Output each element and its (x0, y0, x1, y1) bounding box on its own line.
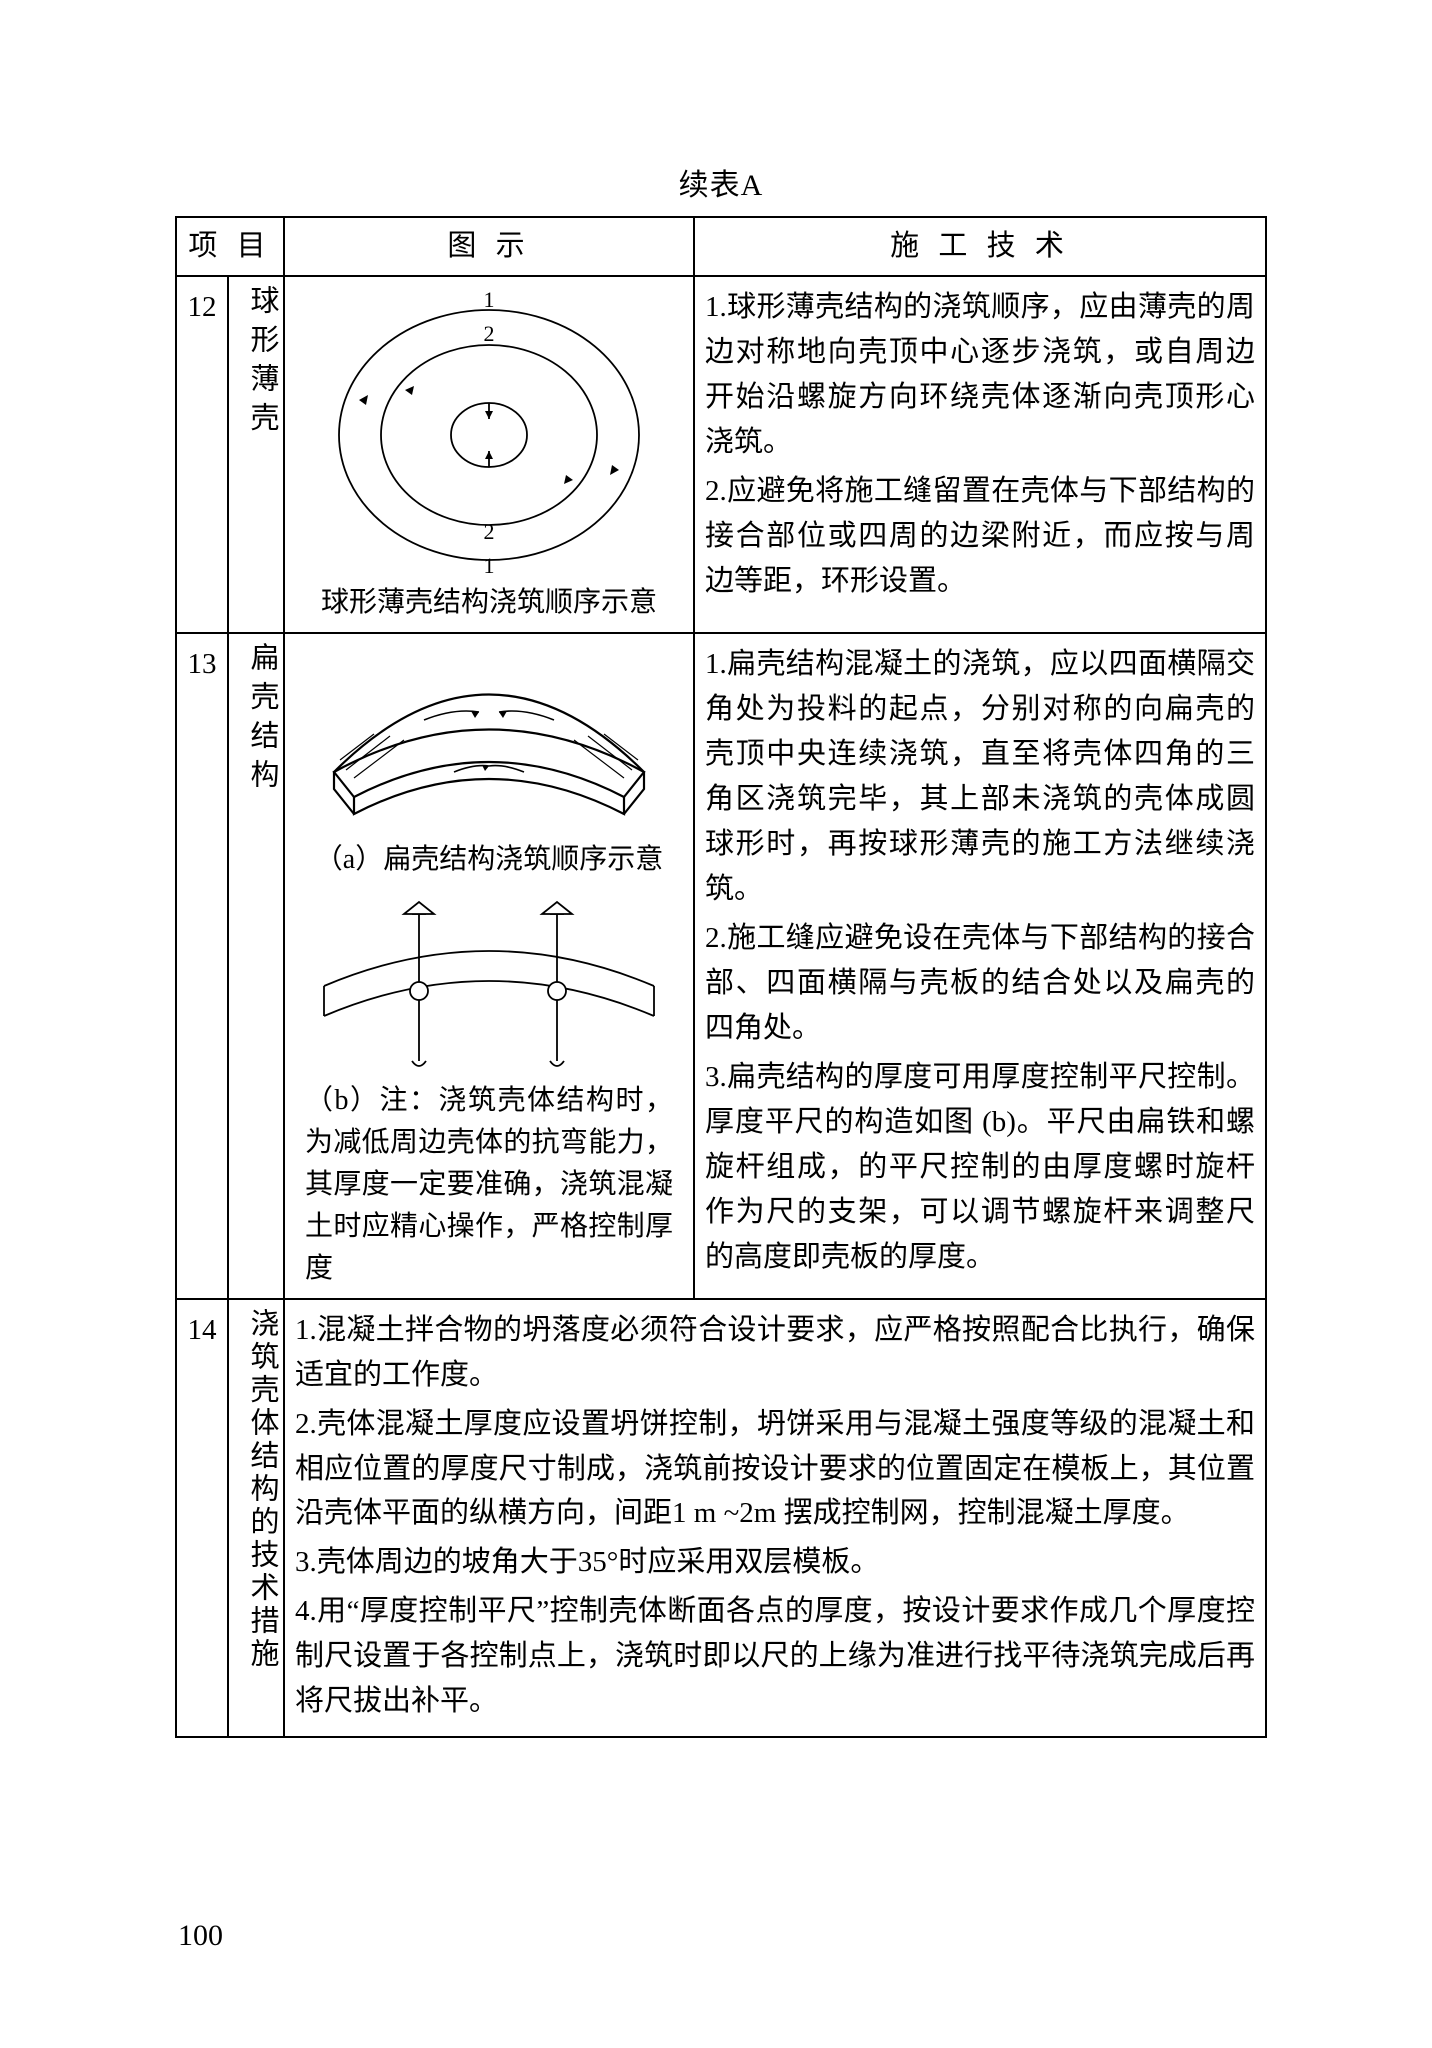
figure-cell: 1 2 2 1 球形薄壳结构浇筑顺序示意 (284, 276, 694, 633)
figure-caption: 球形薄壳结构浇筑顺序示意 (295, 581, 683, 624)
spherical-shell-diagram: 1 2 2 1 (319, 285, 659, 575)
row-name: 浇筑壳体结构的技术措施 (228, 1299, 284, 1737)
page-number: 100 (178, 1919, 223, 1953)
page: 续表A 项 目 图 示 施 工 技 术 12 球形薄壳 (0, 0, 1432, 2048)
svg-text:1: 1 (484, 553, 495, 575)
full-width-cell: 1.混凝土拌合物的坍落度必须符合设计要求，应严格按照配合比执行，确保适宜的工作度… (284, 1299, 1266, 1737)
row-name-text: 浇筑壳体结构的技术措施 (239, 1308, 284, 1671)
tech-cell: 1.扁壳结构混凝土的浇筑，应以四面横隔交角处为投料的起点，分别对称的向扁壳的壳顶… (694, 633, 1266, 1298)
header-row: 项 目 图 示 施 工 技 术 (176, 217, 1266, 276)
figure-cell: （a）扁壳结构浇筑顺序示意 (284, 633, 694, 1298)
header-figure: 图 示 (284, 217, 694, 276)
svg-text:2: 2 (484, 519, 495, 544)
tech-paragraph: 3.扁壳结构的厚度可用厚度控制平尺控制。厚度平尺的构造如图 (b)。平尺由扁铁和… (705, 1055, 1255, 1280)
tech-paragraph: 4.用“厚度控制平尺”控制壳体断面各点的厚度，按设计要求作成几个厚度控制尺设置于… (295, 1589, 1255, 1724)
header-tech: 施 工 技 术 (694, 217, 1266, 276)
row-name-text: 扁壳结构 (239, 642, 284, 798)
tech-paragraph: 3.壳体周边的坡角大于35°时应采用双层模板。 (295, 1540, 1255, 1585)
row-number: 13 (176, 633, 228, 1298)
table-row: 12 球形薄壳 (176, 276, 1266, 633)
table-row: 13 扁壳结构 (176, 633, 1266, 1298)
tech-paragraph: 1.球形薄壳结构的浇筑顺序，应由薄壳的周边对称地向壳顶中心逐步浇筑，或自周边开始… (705, 285, 1255, 465)
figure-note-b: （b）注：浇筑壳体结构时，为减低周边壳体的抗弯能力，其厚度一定要准确，浇筑混凝土… (295, 1076, 683, 1290)
row-number: 14 (176, 1299, 228, 1737)
header-item: 项 目 (176, 217, 284, 276)
flat-shell-diagram-b (304, 896, 674, 1076)
table-row: 14 浇筑壳体结构的技术措施 1.混凝土拌合物的坍落度必须符合设计要求，应严格按… (176, 1299, 1266, 1737)
tech-paragraph: 2.应避免将施工缝留置在壳体与下部结构的接合部位或四周的边梁附近，而应按与周边等… (705, 469, 1255, 604)
tech-paragraph: 1.扁壳结构混凝土的浇筑，应以四面横隔交角处为投料的起点，分别对称的向扁壳的壳顶… (705, 642, 1255, 912)
row-name: 球形薄壳 (228, 276, 284, 633)
figure-caption-a: （a）扁壳结构浇筑顺序示意 (295, 838, 683, 881)
main-table: 项 目 图 示 施 工 技 术 12 球形薄壳 (175, 216, 1267, 1738)
row-name-text: 球形薄壳 (239, 285, 284, 441)
tech-paragraph: 1.混凝土拌合物的坍落度必须符合设计要求，应严格按照配合比执行，确保适宜的工作度… (295, 1308, 1255, 1398)
tech-paragraph: 2.壳体混凝土厚度应设置坍饼控制，坍饼采用与混凝土强度等级的混凝土和相应位置的厚… (295, 1402, 1255, 1537)
row-name: 扁壳结构 (228, 633, 284, 1298)
table-title: 续表A (175, 160, 1267, 204)
tech-paragraph: 2.施工缝应避免设在壳体与下部结构的接合部、四面横隔与壳板的结合处以及扁壳的四角… (705, 916, 1255, 1051)
svg-text:1: 1 (484, 287, 495, 312)
flat-shell-diagram-a (304, 642, 674, 832)
svg-text:2: 2 (484, 321, 495, 346)
tech-cell: 1.球形薄壳结构的浇筑顺序，应由薄壳的周边对称地向壳顶中心逐步浇筑，或自周边开始… (694, 276, 1266, 633)
row-number: 12 (176, 276, 228, 633)
